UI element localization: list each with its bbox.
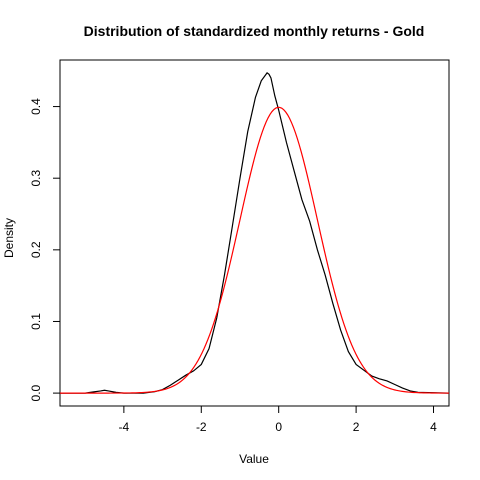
x-tick-label: -4	[119, 420, 130, 434]
x-tick-label: -2	[196, 420, 207, 434]
y-axis-label: Density	[2, 218, 16, 258]
x-tick-label: 4	[430, 420, 437, 434]
y-tick-label: 0.4	[29, 98, 43, 115]
x-tick-label: 0	[275, 420, 282, 434]
y-tick-label: 0.0	[29, 384, 43, 401]
chart-title: Distribution of standardized monthly ret…	[84, 23, 425, 39]
series-layer	[60, 72, 450, 394]
y-tick-label: 0.2	[29, 241, 43, 258]
y-axis: 0.0 0.1 0.2 0.3 0.4	[29, 98, 60, 401]
x-axis-label: Value	[239, 452, 269, 466]
x-tick-label: 2	[353, 420, 360, 434]
plot-frame	[59, 59, 450, 407]
normal-density-curve	[60, 106, 450, 394]
y-tick-label: 0.1	[29, 313, 43, 330]
x-axis: -4 -2 0 2 4	[119, 406, 437, 434]
y-tick-label: 0.3	[29, 170, 43, 187]
